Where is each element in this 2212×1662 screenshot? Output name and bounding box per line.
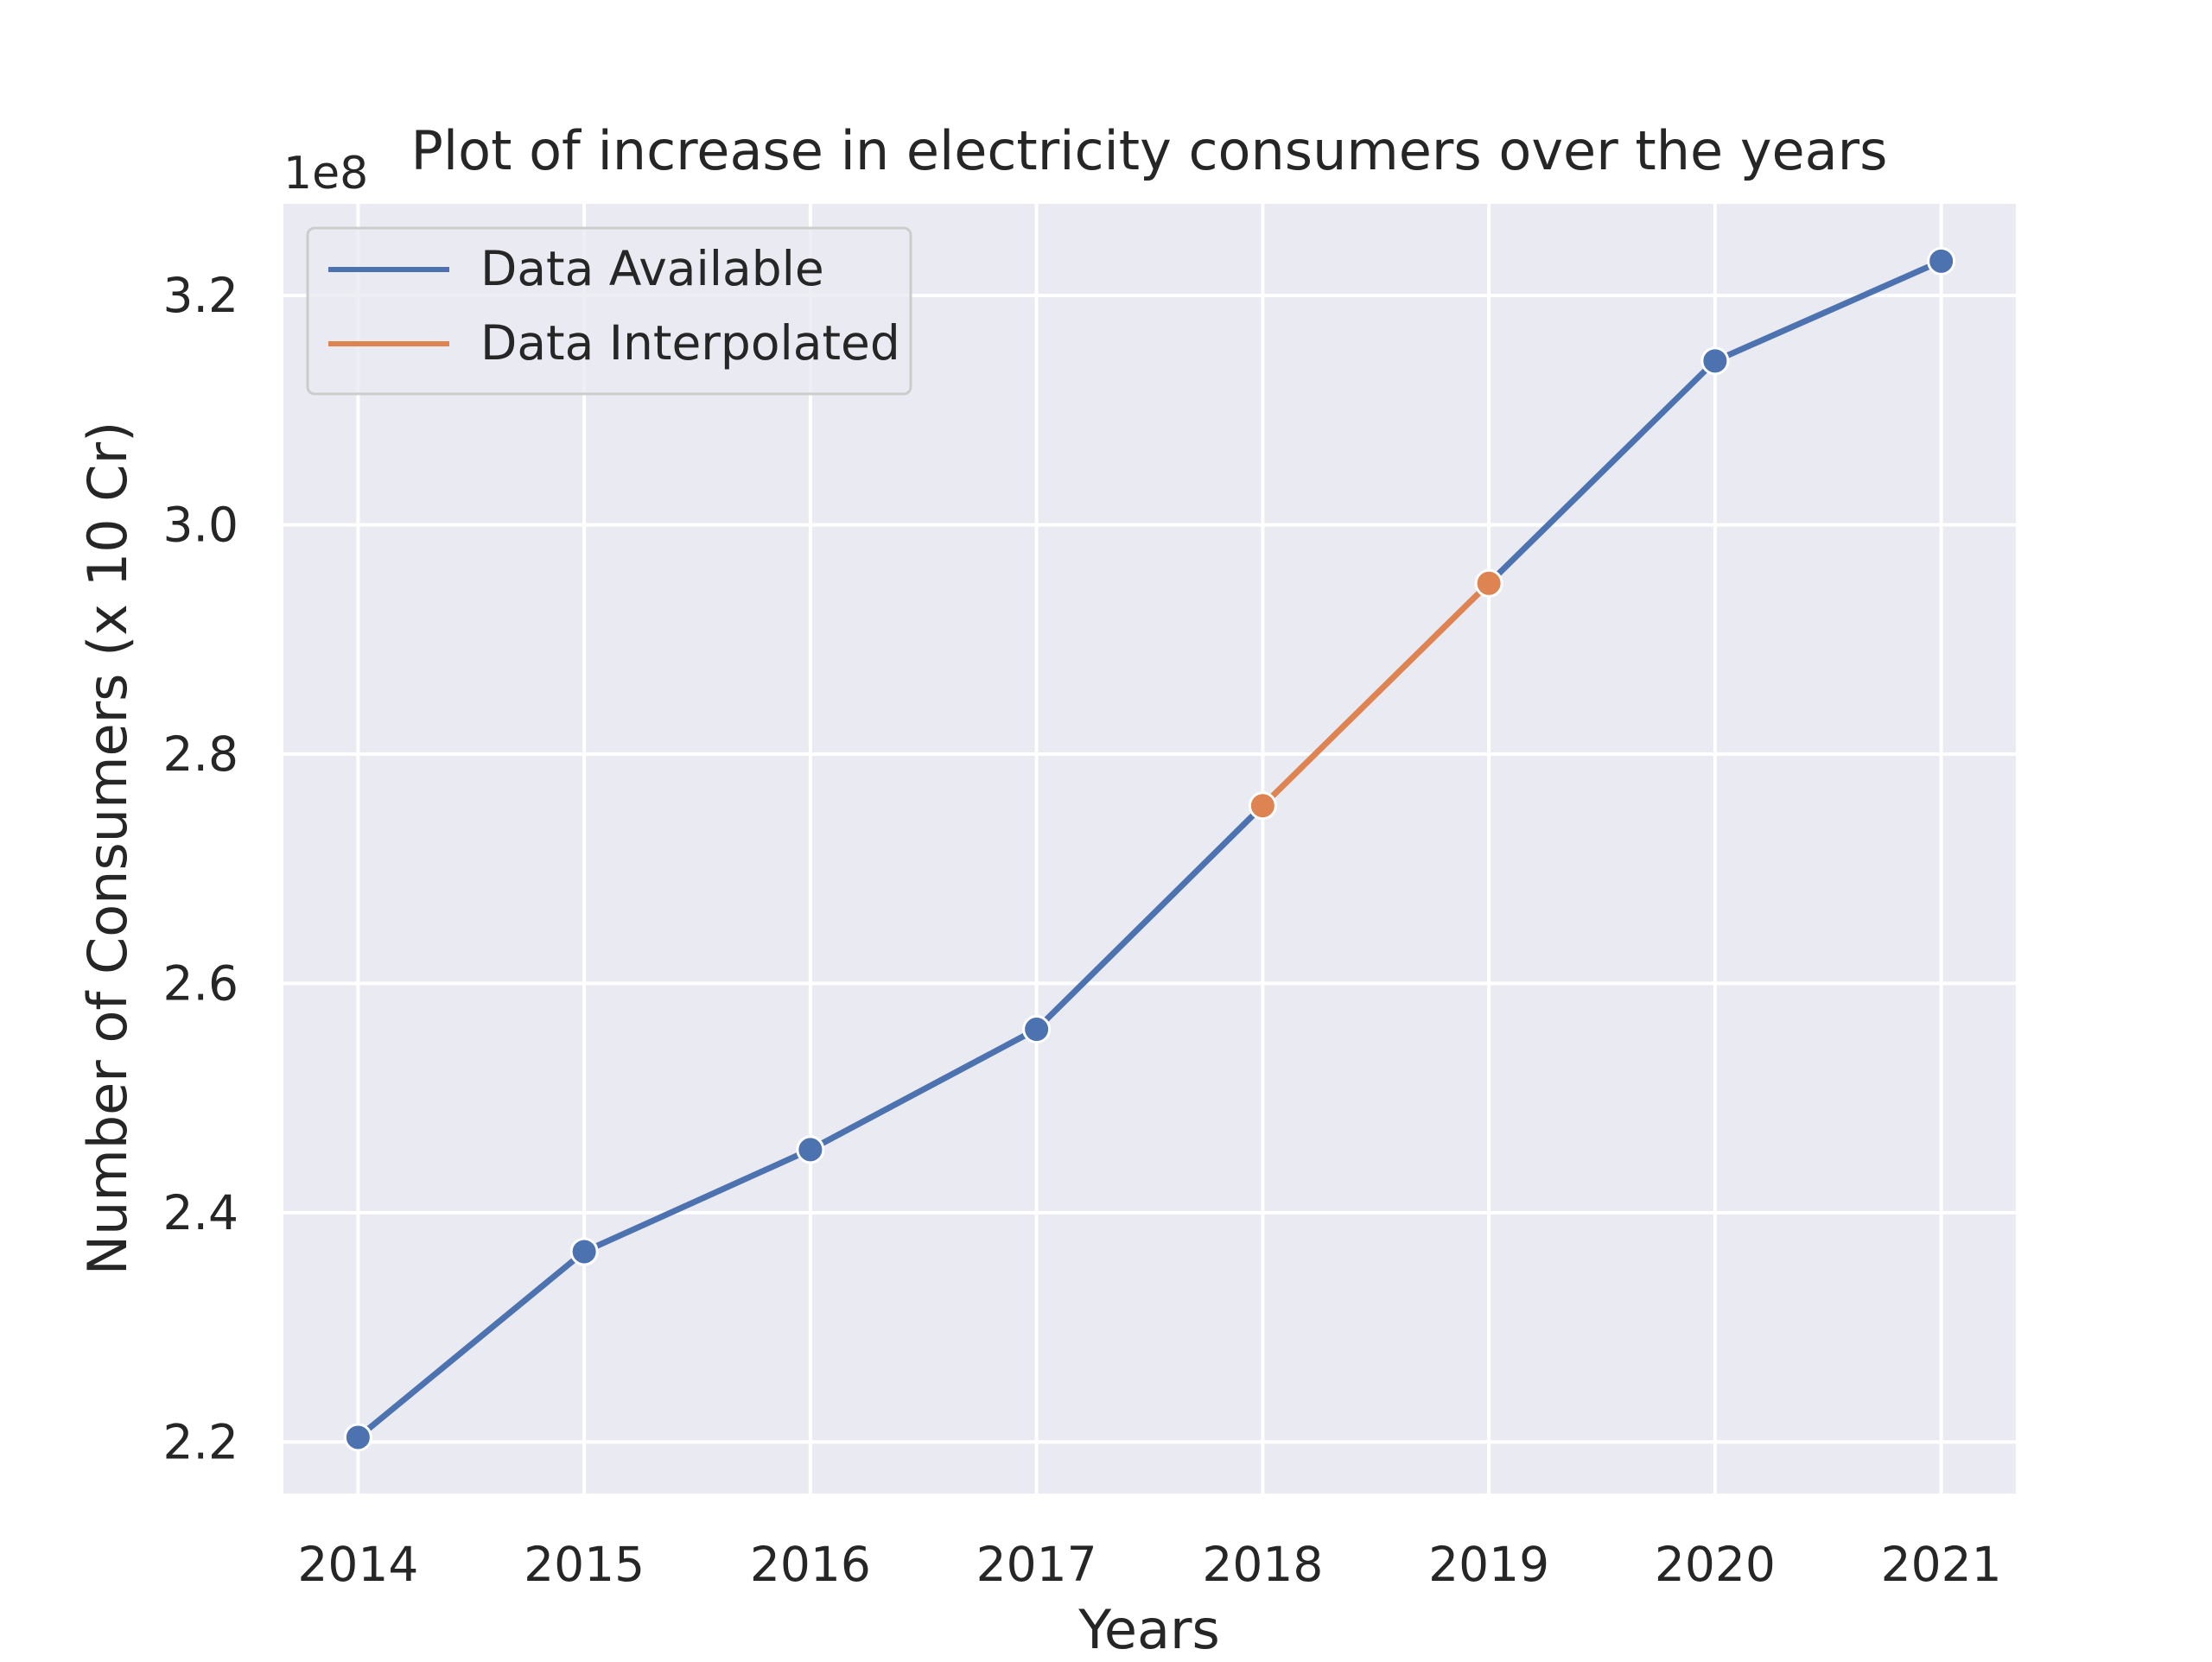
x-tick-label: 2020 <box>1655 1537 1776 1592</box>
grid-lines <box>283 204 2016 1494</box>
y-tick-label: 2.6 <box>163 955 238 1011</box>
data-point-data-available <box>796 1135 825 1164</box>
data-point-data-available <box>343 1423 372 1452</box>
data-point-data-available <box>569 1237 599 1266</box>
y-axis-label: Number of Consumers (x 10 Cr) <box>76 422 139 1276</box>
x-tick-label: 2015 <box>524 1537 645 1592</box>
x-axis-tick-labels: 2014 2015 2016 2017 2018 2019 2020 2021 <box>297 1537 2001 1592</box>
x-tick-label: 2018 <box>1202 1537 1323 1592</box>
y-tick-label: 2.2 <box>163 1414 238 1469</box>
y-tick-label: 3.0 <box>163 498 238 553</box>
y-tick-label: 2.4 <box>163 1185 238 1240</box>
legend-label-data-available: Data Available <box>480 241 824 296</box>
x-tick-label: 2021 <box>1881 1537 2002 1592</box>
y-axis-offset-text: 1e8 <box>283 148 368 200</box>
y-tick-label: 3.2 <box>163 268 238 323</box>
data-point-data-available <box>1927 246 1956 276</box>
plot-area-background <box>283 204 2016 1494</box>
x-tick-label: 2017 <box>976 1537 1097 1592</box>
x-axis-label: Years <box>1077 1598 1220 1659</box>
data-point-data-available <box>1022 1015 1052 1044</box>
series-line-data-interpolated <box>1259 580 1492 809</box>
legend: Data Available Data Interpolated <box>306 226 912 396</box>
legend-label-data-interpolated: Data Interpolated <box>480 315 900 371</box>
data-point-data-interpolated <box>1248 791 1277 821</box>
data-point-data-available <box>1700 346 1730 376</box>
series-markers <box>343 246 1956 1452</box>
x-tick-label: 2016 <box>750 1537 871 1592</box>
chart-title: Plot of increase in electricity consumer… <box>411 119 1888 182</box>
data-point-data-interpolated <box>1474 568 1503 598</box>
x-tick-label: 2019 <box>1428 1537 1549 1592</box>
y-axis-tick-labels: 2.2 2.4 2.6 2.8 3.0 3.2 <box>163 268 238 1469</box>
x-tick-label: 2014 <box>297 1537 418 1592</box>
legend-box <box>306 226 912 396</box>
y-tick-label: 2.8 <box>163 726 238 782</box>
